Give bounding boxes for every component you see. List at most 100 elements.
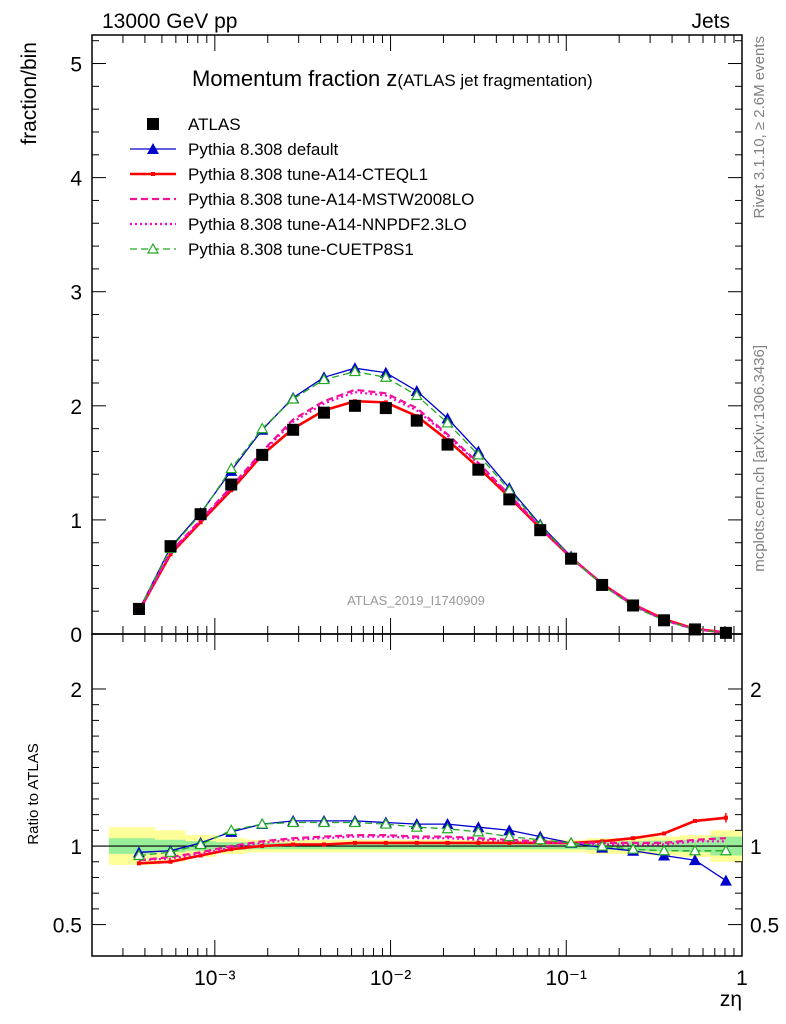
ratio-line-pythia-8-308-tune-a14-nnpdf2-3lo bbox=[138, 835, 726, 862]
x-axis-label: zη bbox=[720, 988, 742, 1011]
main-point-pythia-8-308-tune-cuetp8s1 bbox=[256, 422, 269, 434]
ratio-point-pythia-8-308-tune-cuetp8s1 bbox=[472, 825, 485, 837]
header-process-label: Jets bbox=[691, 10, 730, 33]
ratio-point-pythia-8-308-tune-a14-cteql1 bbox=[291, 842, 296, 847]
legend-label-atlas: ATLAS bbox=[188, 115, 241, 134]
legend-label-pythia-8-308-tune-cuetp8s1: Pythia 8.308 tune-CUETP8S1 bbox=[188, 240, 414, 259]
main-point-atlas bbox=[565, 552, 578, 565]
ratio-point-pythia-8-308-tune-a14-cteql1 bbox=[662, 831, 667, 836]
main-point-pythia-8-308-tune-cuetp8s1 bbox=[441, 416, 454, 428]
ratio-point-pythia-8-308-tune-cuetp8s1 bbox=[719, 844, 732, 856]
legend-marker-pythia-8-308-tune-cuetp8s1 bbox=[146, 242, 160, 254]
ratio-plot-frame bbox=[91, 633, 743, 957]
main-point-pythia-8-308-tune-cuetp8s1 bbox=[287, 392, 300, 404]
ratio-line-pythia-8-308-tune-a14-cteql1 bbox=[138, 816, 727, 865]
main-point-atlas bbox=[503, 493, 516, 506]
ratio-point-pythia-8-308-tune-cuetp8s1 bbox=[317, 816, 331, 828]
legend-label-pythia-8-308-default: Pythia 8.308 default bbox=[188, 140, 339, 159]
ratio-y-axis-label: Ratio to ATLAS bbox=[25, 743, 42, 844]
ratio-line-pythia-8-308-tune-a14-mstw2008lo bbox=[138, 833, 726, 862]
main-point-atlas bbox=[194, 508, 207, 521]
ratio-point-pythia-8-308-tune-a14-cteql1 bbox=[136, 861, 141, 866]
ratio-series-layer bbox=[132, 813, 732, 886]
main-point-atlas bbox=[441, 438, 454, 451]
main-y-tick-label: 1 bbox=[70, 510, 82, 533]
ratio-y-tick-label-right: 0.5 bbox=[750, 915, 779, 938]
ratio-point-pythia-8-308-tune-cuetp8s1 bbox=[164, 846, 177, 857]
main-series-layer bbox=[132, 362, 732, 639]
ratio-point-pythia-8-308-tune-cuetp8s1 bbox=[379, 817, 392, 829]
analysis-watermark: ATLAS_2019_I1740909 bbox=[347, 593, 485, 608]
ratio-point-pythia-8-308-tune-a14-cteql1 bbox=[445, 840, 450, 845]
main-point-atlas bbox=[225, 478, 238, 491]
ratio-point-pythia-8-308-tune-cuetp8s1 bbox=[256, 817, 269, 829]
main-point-atlas bbox=[534, 524, 547, 537]
ratio-point-pythia-8-308-tune-cuetp8s1 bbox=[658, 844, 671, 856]
x-tick-label: 10⁻³ bbox=[194, 967, 235, 990]
x-tick-label: 10⁻² bbox=[370, 967, 411, 990]
ratio-point-pythia-8-308-tune-cuetp8s1 bbox=[132, 849, 145, 861]
ratio-point-pythia-8-308-tune-a14-cteql1 bbox=[321, 842, 326, 847]
ratio-point-pythia-8-308-tune-a14-cteql1 bbox=[631, 836, 636, 841]
ratio-point-pythia-8-308-default bbox=[503, 824, 516, 836]
main-y-tick-label: 4 bbox=[70, 168, 82, 191]
ratio-point-pythia-8-308-tune-a14-cteql1 bbox=[168, 859, 173, 864]
main-point-atlas bbox=[132, 602, 145, 615]
main-plot: 0 1 2 3 4 5 fraction/bin Momentum fraction z(… bbox=[18, 34, 743, 647]
legend-label-pythia-8-308-tune-a14-nnpdf2-3lo: Pythia 8.308 tune-A14-NNPDF2.3LO bbox=[188, 215, 467, 234]
ratio-y-tick-label: 0.5 bbox=[53, 915, 82, 938]
ratio-point-pythia-8-308-tune-cuetp8s1 bbox=[596, 839, 609, 851]
ratio-point-pythia-8-308-tune-cuetp8s1 bbox=[534, 833, 547, 845]
x-tick-label: 10⁻¹ bbox=[546, 967, 587, 990]
main-point-atlas bbox=[472, 463, 485, 476]
ratio-line-pythia-8-308-tune-cuetp8s1 bbox=[138, 821, 726, 857]
main-y-axis-label: fraction/bin bbox=[18, 42, 41, 145]
ratio-line-pythia-8-308-default bbox=[138, 820, 727, 882]
ratio-y-tick-label: 2 bbox=[70, 679, 82, 702]
legend-label-pythia-8-308-tune-a14-mstw2008lo: Pythia 8.308 tune-A14-MSTW2008LO bbox=[188, 190, 474, 209]
main-point-pythia-8-308-tune-a14-cteql1 bbox=[198, 520, 203, 525]
main-line-pythia-8-308-tune-a14-mstw2008lo bbox=[137, 388, 727, 634]
main-point-atlas bbox=[348, 399, 361, 412]
main-point-pythia-8-308-tune-cuetp8s1 bbox=[317, 373, 331, 385]
ratio-point-pythia-8-308-tune-cuetp8s1 bbox=[287, 816, 300, 828]
ratio-point-pythia-8-308-tune-cuetp8s1 bbox=[565, 836, 578, 848]
ratio-point-pythia-8-308-tune-a14-cteql1 bbox=[383, 840, 388, 845]
main-point-atlas bbox=[658, 614, 671, 627]
ratio-point-pythia-8-308-tune-cuetp8s1 bbox=[627, 842, 640, 854]
legend-marker-pythia-8-308-default bbox=[147, 143, 159, 154]
ratio-point-pythia-8-308-tune-a14-cteql1 bbox=[476, 840, 481, 845]
x-tick-label: 1 bbox=[736, 967, 748, 990]
main-y-tick-label: 2 bbox=[70, 396, 82, 419]
ratio-point-pythia-8-308-tune-cuetp8s1 bbox=[441, 822, 454, 834]
ratio-point-pythia-8-308-tune-a14-cteql1 bbox=[198, 853, 203, 858]
ratio-point-pythia-8-308-default bbox=[688, 854, 701, 866]
ratio-point-pythia-8-308-tune-cuetp8s1 bbox=[225, 824, 238, 835]
ratio-point-pythia-8-308-tune-a14-cteql1 bbox=[414, 840, 419, 845]
main-point-atlas bbox=[256, 448, 269, 461]
main-point-atlas bbox=[596, 578, 609, 591]
ratio-point-pythia-8-308-tune-cuetp8s1 bbox=[194, 838, 207, 850]
ratio-y-tick-label-right: 1 bbox=[750, 836, 762, 859]
legend: ATLAS Pythia 8.308 default Pythia 8.308 tu… bbox=[130, 115, 474, 259]
legend-marker-pythia-8-308-tune-a14-cteql1 bbox=[151, 172, 155, 176]
main-point-pythia-8-308-tune-cuetp8s1 bbox=[225, 462, 238, 474]
ratio-y-tick-label-right: 2 bbox=[750, 679, 762, 702]
main-y-tick-label: 3 bbox=[70, 282, 82, 305]
ratio-point-pythia-8-308-tune-cuetp8s1 bbox=[410, 820, 423, 832]
main-point-pythia-8-308-tune-cuetp8s1 bbox=[410, 389, 423, 401]
legend-label-pythia-8-308-tune-a14-cteql1: Pythia 8.308 tune-A14-CTEQL1 bbox=[188, 165, 428, 184]
main-point-pythia-8-308-tune-cuetp8s1 bbox=[379, 371, 392, 382]
header-beam-label: 13000 GeV pp bbox=[102, 10, 237, 33]
main-point-atlas bbox=[410, 414, 423, 427]
ratio-point-pythia-8-308-tune-cuetp8s1 bbox=[503, 830, 516, 842]
ratio-point-pythia-8-308-tune-cuetp8s1 bbox=[688, 844, 701, 856]
legend-marker-atlas bbox=[147, 118, 159, 130]
main-point-pythia-8-308-tune-cuetp8s1 bbox=[472, 448, 485, 460]
ratio-point-pythia-8-308-tune-a14-cteql1 bbox=[352, 840, 357, 845]
main-y-tick-label: 5 bbox=[70, 54, 82, 77]
ratio-plot: 0.5 0.5 1 1 2 2 10⁻³ 10⁻² 10⁻¹ 1 Ratio to ATLAS z… bbox=[25, 633, 779, 1011]
main-y-tick-label: 0 bbox=[70, 624, 82, 647]
ratio-point-pythia-8-308-tune-a14-cteql1 bbox=[692, 818, 697, 823]
